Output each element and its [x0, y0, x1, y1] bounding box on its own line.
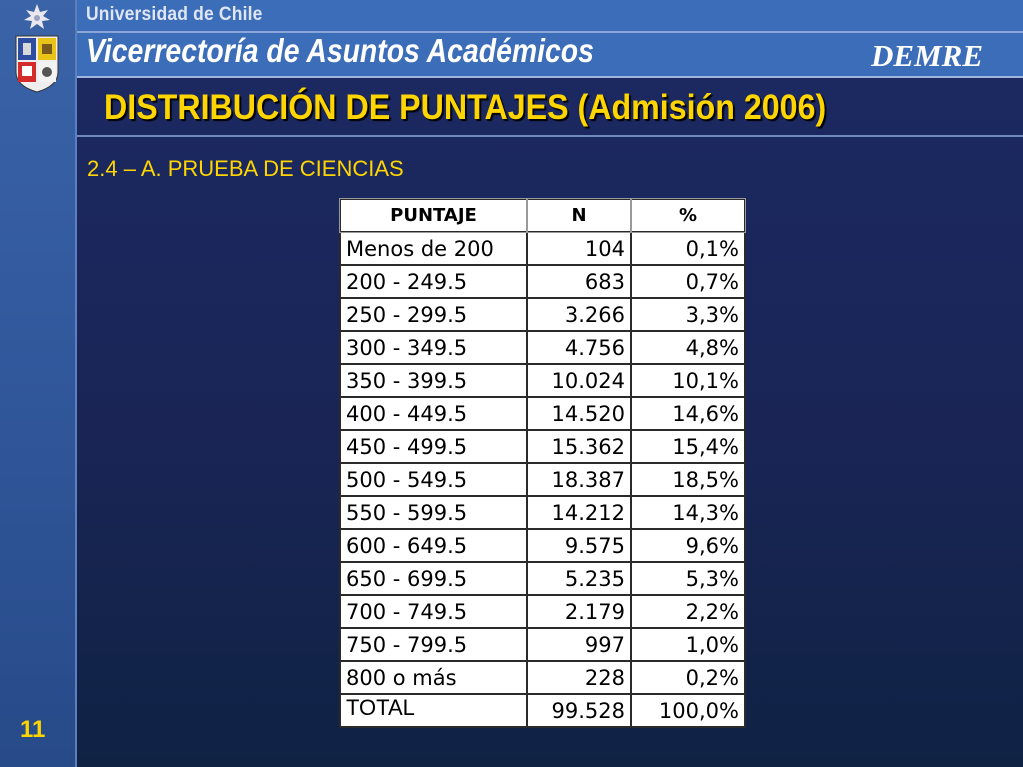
cell-n: 4.756	[526, 330, 632, 365]
cell-puntaje: 250 - 299.5	[339, 297, 528, 332]
cell-n: 997	[526, 627, 632, 662]
table-row: 750 - 799.5 997 1,0%	[339, 627, 746, 662]
cell-percent: 2,2%	[630, 594, 746, 629]
cell-n: 5.235	[526, 561, 632, 596]
cell-n: 10.024	[526, 363, 632, 398]
cell-n: 14.520	[526, 396, 632, 431]
header-band: Universidad de Chile Vicerrectoría de As…	[77, 0, 1023, 78]
header-n: N	[526, 198, 632, 233]
cell-n: 18.387	[526, 462, 632, 497]
cell-n: 9.575	[526, 528, 632, 563]
score-distribution-table: PUNTAJE N % Menos de 200 104 0,1% 200 - 249…	[339, 198, 746, 728]
header-puntaje: PUNTAJE	[339, 198, 528, 233]
cell-puntaje: 650 - 699.5	[339, 561, 528, 596]
cell-n: 99.528	[526, 693, 632, 728]
demre-brand: DEMRE	[871, 38, 983, 73]
cell-puntaje: 700 - 749.5	[339, 594, 528, 629]
page-number: 11	[20, 716, 46, 743]
table-row: 650 - 699.5 5.235 5,3%	[339, 561, 746, 596]
cell-puntaje: 350 - 399.5	[339, 363, 528, 398]
table-total-row: TOTAL 99.528 100,0%	[339, 693, 746, 728]
cell-percent: 10,1%	[630, 363, 746, 398]
cell-percent: 14,3%	[630, 495, 746, 530]
cell-percent: 0,2%	[630, 660, 746, 695]
cell-puntaje: 800 o más	[339, 660, 528, 695]
slide-subtitle: 2.4 – A. PRUEBA DE CIENCIAS	[87, 156, 404, 181]
table-row: 450 - 499.5 15.362 15,4%	[339, 429, 746, 464]
slide-title: DISTRIBUCIÓN DE PUNTAJES (Admisión 2006)	[104, 88, 827, 127]
cell-percent: 9,6%	[630, 528, 746, 563]
header-divider	[77, 31, 1023, 33]
university-coat-of-arms-icon	[15, 4, 59, 93]
cell-percent: 0,7%	[630, 264, 746, 299]
table-row: 500 - 549.5 18.387 18,5%	[339, 462, 746, 497]
header-percent: %	[630, 198, 746, 233]
table-header-row: PUNTAJE N %	[339, 198, 746, 233]
cell-puntaje: 300 - 349.5	[339, 330, 528, 365]
cell-n: 228	[526, 660, 632, 695]
cell-puntaje: 550 - 599.5	[339, 495, 528, 530]
title-rule	[77, 135, 1023, 137]
cell-percent: 15,4%	[630, 429, 746, 464]
cell-puntaje: 600 - 649.5	[339, 528, 528, 563]
cell-puntaje: 750 - 799.5	[339, 627, 528, 662]
header-bottom-rule	[77, 76, 1023, 78]
table-row: 200 - 249.5 683 0,7%	[339, 264, 746, 299]
cell-n: 3.266	[526, 297, 632, 332]
cell-n: 683	[526, 264, 632, 299]
cell-n: 14.212	[526, 495, 632, 530]
table-row: 350 - 399.5 10.024 10,1%	[339, 363, 746, 398]
cell-percent: 3,3%	[630, 297, 746, 332]
cell-percent: 4,8%	[630, 330, 746, 365]
table-body: Menos de 200 104 0,1% 200 - 249.5 683 0,7% 250…	[339, 231, 746, 728]
cell-percent: 5,3%	[630, 561, 746, 596]
cell-percent: 18,5%	[630, 462, 746, 497]
cell-puntaje: 400 - 449.5	[339, 396, 528, 431]
university-name: Universidad de Chile	[86, 4, 263, 25]
table-row: 400 - 449.5 14.520 14,6%	[339, 396, 746, 431]
cell-percent: 1,0%	[630, 627, 746, 662]
cell-n: 104	[526, 231, 632, 266]
cell-puntaje: TOTAL	[339, 693, 528, 728]
table-row: 300 - 349.5 4.756 4,8%	[339, 330, 746, 365]
table-row: 550 - 599.5 14.212 14,3%	[339, 495, 746, 530]
cell-percent: 14,6%	[630, 396, 746, 431]
cell-puntaje: 200 - 249.5	[339, 264, 528, 299]
table-row: 250 - 299.5 3.266 3,3%	[339, 297, 746, 332]
table-row: 600 - 649.5 9.575 9,6%	[339, 528, 746, 563]
left-band	[0, 0, 77, 767]
cell-percent: 100,0%	[630, 693, 746, 728]
cell-puntaje: Menos de 200	[339, 231, 528, 266]
table-row: 700 - 749.5 2.179 2,2%	[339, 594, 746, 629]
cell-puntaje: 500 - 549.5	[339, 462, 528, 497]
table-row: 800 o más 228 0,2%	[339, 660, 746, 695]
score-distribution-table-wrapper: PUNTAJE N % Menos de 200 104 0,1% 200 - 249…	[339, 198, 746, 728]
cell-percent: 0,1%	[630, 231, 746, 266]
table-row: Menos de 200 104 0,1%	[339, 231, 746, 266]
cell-puntaje: 450 - 499.5	[339, 429, 528, 464]
cell-n: 15.362	[526, 429, 632, 464]
vicerrectoria-name: Vicerrectoría de Asuntos Académicos	[86, 32, 594, 69]
cell-n: 2.179	[526, 594, 632, 629]
